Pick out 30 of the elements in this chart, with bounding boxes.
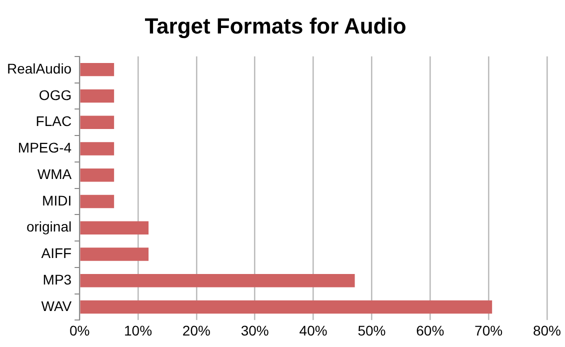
x-tick-label: 80% — [532, 322, 562, 338]
bar — [80, 248, 149, 261]
y-tick-label: RealAudio — [6, 60, 72, 76]
y-tick-label: MP3 — [42, 271, 72, 288]
y-tick-label: original — [26, 218, 72, 235]
bar — [80, 62, 114, 76]
x-tick-label: 30% — [240, 322, 269, 338]
bar — [80, 274, 355, 288]
bar — [80, 300, 492, 314]
bar — [80, 142, 114, 156]
x-tick-label: 50% — [358, 322, 386, 338]
bar — [80, 89, 114, 103]
x-tick-label: 0% — [69, 322, 90, 338]
bar — [80, 168, 114, 182]
y-tick-label: FLAC — [36, 113, 72, 130]
y-tick-label: WAV — [41, 298, 72, 314]
bar — [80, 194, 114, 208]
y-tick-label: MPEG-4 — [18, 140, 72, 156]
y-tick-label: OGG — [38, 86, 72, 103]
y-tick-label: WMA — [37, 166, 72, 182]
y-tick-label: MIDI — [42, 192, 72, 208]
x-tick-label: 60% — [416, 322, 444, 338]
bar — [80, 221, 149, 234]
y-tick-label: AIFF — [41, 245, 72, 262]
x-tick-label: 10% — [124, 322, 152, 338]
chart-title: Target Formats for Audio — [144, 13, 406, 38]
x-tick-label: 20% — [182, 322, 210, 338]
bar — [80, 116, 114, 129]
x-tick-label: 70% — [474, 322, 503, 338]
x-tick-label: 40% — [299, 322, 328, 338]
